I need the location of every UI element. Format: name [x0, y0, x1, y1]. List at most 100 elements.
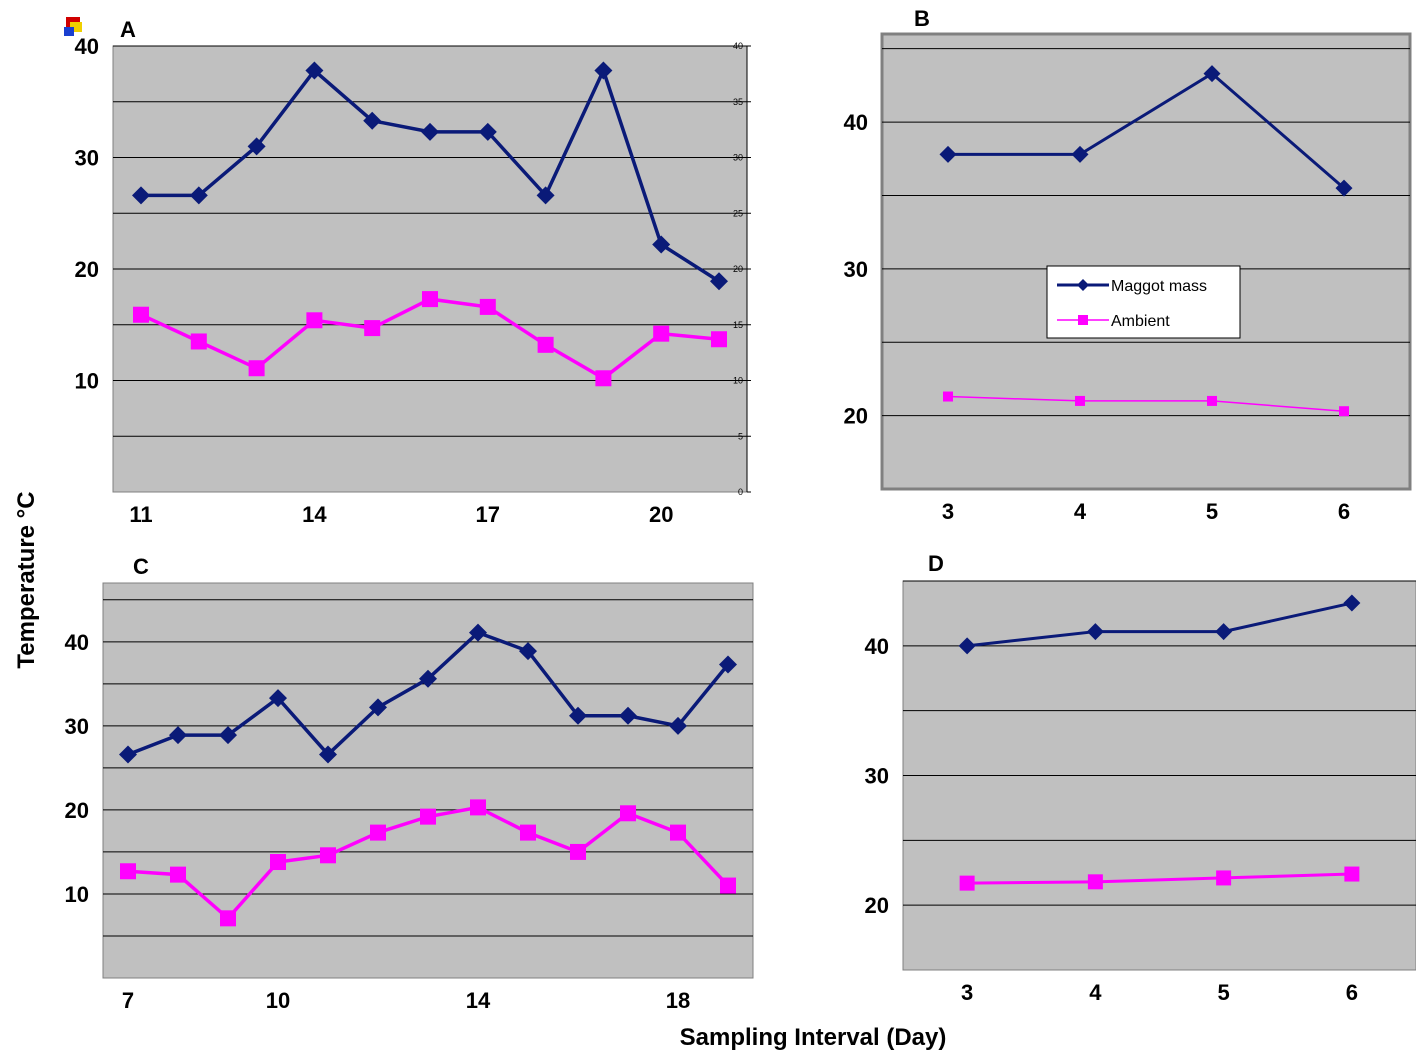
maggot-mass-point [652, 235, 671, 254]
maggot-mass-point [1203, 65, 1221, 83]
ambient-point [320, 847, 336, 864]
plot-area [102, 582, 754, 979]
ambient-point [711, 331, 727, 348]
maggot-mass-point [469, 623, 487, 642]
x-tick-label: 5 [1206, 499, 1218, 524]
right-axis-tick-label: 20 [733, 264, 743, 274]
maggot-mass-point [119, 745, 137, 764]
ambient-point [1339, 406, 1349, 417]
legend: Maggot mass Ambient [1046, 265, 1241, 339]
x-tick-label: 5 [1218, 980, 1230, 1005]
right-axis-tick-label: 35 [733, 97, 743, 107]
ambient-point [537, 336, 554, 353]
y-tick-label: 40 [75, 34, 99, 59]
maggot-mass-point [958, 637, 976, 655]
panel-d: 20 30 40 3 4 5 6 D [865, 551, 1416, 1005]
maggot-mass-point [132, 186, 150, 205]
ambient-point [306, 312, 323, 329]
ambient-point [670, 824, 686, 841]
ambient-point [570, 843, 586, 860]
y-tick-label: 30 [844, 257, 868, 282]
ambient-point [1344, 866, 1360, 882]
maggot-mass-point [536, 186, 555, 205]
ambient-point [479, 298, 496, 315]
maggot-mass-point [1343, 594, 1361, 612]
y-tick-label: 30 [865, 764, 889, 789]
ambient-point [170, 866, 186, 883]
maggot-mass-point [269, 689, 287, 708]
ambient-point [620, 805, 636, 822]
ambient-point [248, 360, 265, 377]
ambient-point [422, 291, 438, 308]
y-axis-title: Temperature °C [13, 491, 40, 668]
maggot-mass-point [1086, 623, 1104, 641]
maggot-mass-point [1071, 145, 1089, 163]
panel-c: 10 20 30 40 7 10 14 18 C [65, 554, 754, 1013]
plot-area [880, 32, 1412, 491]
maggot-mass-point [219, 726, 237, 745]
y-tick-label: 40 [65, 630, 89, 655]
maggot-mass-point [710, 272, 728, 291]
maggot-mass-point [478, 122, 497, 141]
ambient-point [959, 875, 975, 891]
right-axis-tick-label: 15 [733, 320, 743, 330]
ambient-point [943, 391, 953, 402]
y-tick-label: 20 [65, 798, 89, 823]
ambient-point [220, 910, 236, 927]
x-tick-label: 17 [476, 502, 500, 527]
ambient-point [520, 824, 536, 841]
legend-box [1046, 265, 1241, 339]
y-tick-label: 10 [75, 369, 99, 394]
legend-ambient-marker [1078, 315, 1088, 325]
maggot-mass-point [619, 706, 637, 725]
y-tick-label: 20 [75, 257, 99, 282]
legend-maggot-marker [1077, 279, 1089, 291]
x-tick-label: 18 [666, 988, 690, 1013]
series-line-ambient [947, 395, 1345, 412]
maggot-mass-point [369, 698, 387, 717]
right-axis-tick-label: 30 [733, 153, 743, 163]
x-tick-label: 3 [961, 980, 973, 1005]
right-axis-tick-label: 40 [733, 41, 743, 51]
ambient-point [595, 370, 612, 387]
maggot-mass-point [939, 145, 957, 163]
ambient-point [470, 799, 486, 816]
maggot-mass-point [189, 186, 208, 205]
maggot-mass-point [719, 655, 737, 674]
maggot-mass-point [247, 137, 266, 156]
y-tick-label: 40 [865, 634, 889, 659]
maggot-mass-point [1335, 179, 1353, 197]
x-tick-label: 6 [1346, 980, 1358, 1005]
maggot-mass-point [319, 745, 337, 764]
ambient-point [420, 808, 436, 825]
x-tick-label: 11 [129, 502, 152, 527]
x-tick-label: 14 [466, 988, 491, 1013]
maggot-mass-point [519, 642, 537, 661]
right-axis-tick-label: 0 [738, 487, 743, 497]
ambient-point [370, 824, 386, 841]
y-tick-label: 40 [844, 110, 868, 135]
right-axis-tick-label: 10 [733, 376, 743, 386]
image-placeholder-icon [64, 17, 82, 36]
ambient-point [120, 863, 136, 880]
y-tick-label: 10 [65, 882, 89, 907]
maggot-mass-point [419, 669, 437, 688]
x-tick-label: 10 [266, 988, 290, 1013]
ambient-point [720, 877, 736, 894]
right-axis-tick-label: 25 [733, 208, 743, 218]
series-line-maggot-mass [966, 601, 1353, 648]
ambient-point [1087, 874, 1103, 890]
x-tick-label: 6 [1338, 499, 1350, 524]
panel-letter: D [928, 551, 944, 576]
ambient-point [270, 854, 286, 871]
x-axis-title: Sampling Interval (Day) [680, 1024, 947, 1051]
x-tick-label: 14 [302, 502, 327, 527]
x-tick-label: 4 [1074, 499, 1087, 524]
ambient-point [1207, 395, 1217, 406]
y-tick-label: 30 [75, 146, 99, 171]
maggot-mass-point [1215, 623, 1233, 641]
legend-label: Maggot mass [1111, 278, 1207, 295]
ambient-point [133, 306, 149, 323]
y-tick-label: 20 [844, 404, 868, 429]
